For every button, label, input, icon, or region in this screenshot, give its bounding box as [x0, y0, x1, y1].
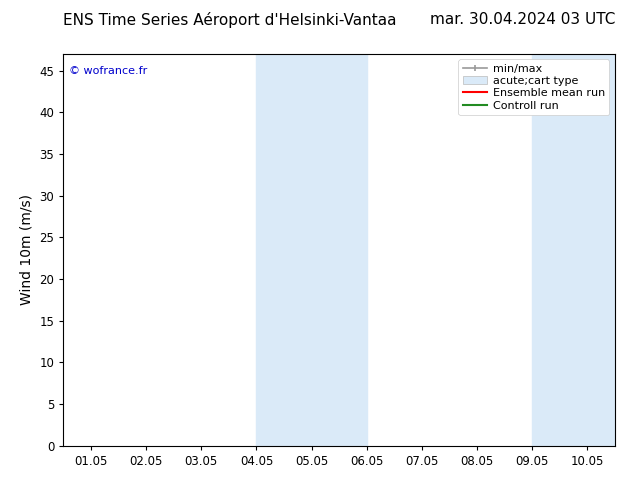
Text: ENS Time Series Aéroport d'Helsinki-Vantaa: ENS Time Series Aéroport d'Helsinki-Vant… [63, 12, 397, 28]
Bar [533, 54, 615, 446]
Bar [256, 54, 367, 446]
Y-axis label: Wind 10m (m/s): Wind 10m (m/s) [20, 195, 34, 305]
Legend: min/max, acute;cart type, Ensemble mean run, Controll run: min/max, acute;cart type, Ensemble mean … [458, 59, 609, 115]
Text: © wofrance.fr: © wofrance.fr [69, 66, 147, 75]
Text: mar. 30.04.2024 03 UTC: mar. 30.04.2024 03 UTC [430, 12, 615, 27]
